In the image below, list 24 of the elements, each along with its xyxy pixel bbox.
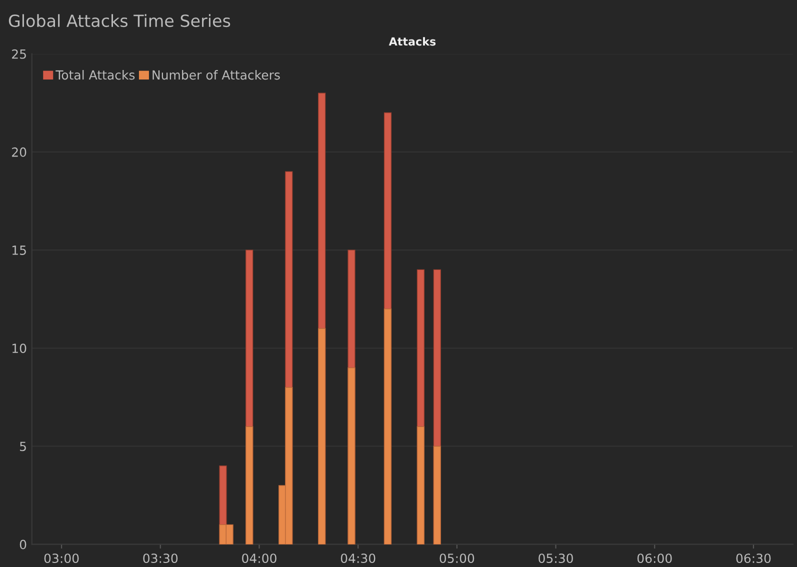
y-tick-label: 0 [20, 540, 26, 550]
x-tick-label: 06:00 [637, 554, 672, 564]
y-tick-label: 10 [12, 344, 26, 354]
y-tick-label: 25 [12, 49, 26, 59]
bar [416, 426, 424, 544]
bar [348, 367, 356, 544]
bar [384, 308, 392, 544]
x-tick-label: 03:30 [143, 554, 178, 564]
x-tick-label: 05:00 [440, 554, 474, 564]
y-tick-label: 15 [12, 246, 26, 255]
legend-label: Total Attacks [56, 70, 135, 80]
legend-label: Number of Attackers [152, 70, 280, 80]
bar [246, 426, 254, 544]
chart-title: Global Attacks Time Series [8, 14, 230, 28]
x-tick-label: 03:00 [44, 554, 79, 564]
x-tick-label: 04:00 [242, 554, 276, 564]
chart-subtitle: Attacks [388, 37, 436, 46]
x-tick-label: 06:30 [736, 554, 771, 564]
y-tick-label: 20 [12, 147, 26, 157]
x-tick-label: 04:30 [340, 554, 376, 564]
bar [318, 328, 326, 544]
y-tick-label: 5 [20, 442, 26, 452]
x-tick-label: 05:30 [538, 554, 573, 564]
bar [433, 446, 441, 544]
